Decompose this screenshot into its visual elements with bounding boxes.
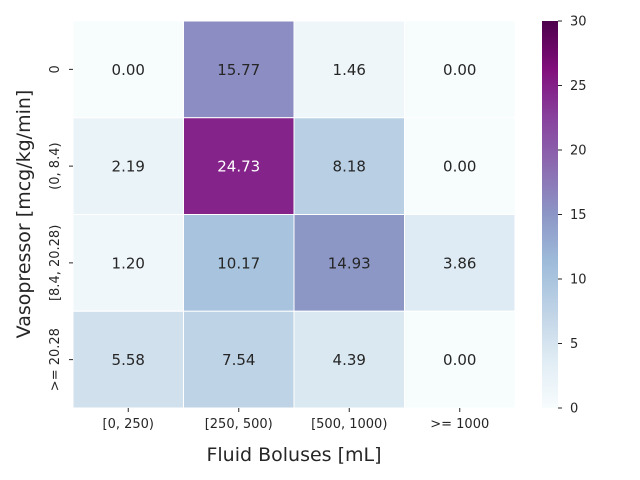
y-tick-label: 0 bbox=[48, 65, 63, 73]
colorbar-tick-label: 0 bbox=[570, 402, 578, 417]
colorbar-tick-label: 25 bbox=[570, 79, 587, 94]
heatmap-cell bbox=[183, 310, 295, 409]
heatmap-cell-value: 15.77 bbox=[217, 61, 260, 79]
heatmap-cell bbox=[72, 117, 184, 215]
heatmap-cell-value: 3.86 bbox=[443, 254, 476, 272]
x-tick-label: [250, 500) bbox=[205, 417, 273, 432]
heatmap-cell-value: 5.58 bbox=[112, 351, 145, 369]
y-tick-label: [8.4, 20.28) bbox=[48, 225, 63, 301]
x-tick-label: >= 1000 bbox=[430, 417, 489, 432]
x-axis-ticks: [0, 250) [250, 500) [500, 1000) >= 1000 bbox=[103, 408, 489, 432]
colorbar-tick-label: 10 bbox=[570, 273, 587, 288]
heatmap-cell-value: 8.18 bbox=[333, 158, 366, 176]
heatmap-cell-value: 2.19 bbox=[112, 158, 145, 176]
heatmap-cell bbox=[404, 117, 516, 215]
heatmap-cell-value: 4.39 bbox=[333, 351, 366, 369]
heatmap-cell bbox=[183, 214, 295, 312]
colorbar bbox=[542, 21, 558, 408]
heatmap-cell-value: 24.73 bbox=[217, 158, 260, 176]
x-axis-label: Fluid Boluses [mL] bbox=[206, 444, 381, 466]
heatmap-cell-value: 0.00 bbox=[112, 61, 145, 79]
colorbar-tick-label: 5 bbox=[570, 337, 578, 352]
colorbar-ticks: 0 5 10 15 20 25 30 bbox=[558, 15, 587, 417]
heatmap-cell bbox=[72, 310, 184, 409]
x-tick-label: [500, 1000) bbox=[311, 417, 387, 432]
heatmap-cell bbox=[404, 20, 516, 119]
heatmap-cell-labels: 0.00 15.77 1.46 0.00 2.19 24.73 8.18 0.00 1.20 10… bbox=[112, 61, 477, 369]
y-tick-label: (0, 8.4) bbox=[48, 142, 63, 189]
y-axis-ticks: 0 (0, 8.4) [8.4, 20.28) >= 20.28 bbox=[48, 65, 73, 391]
x-tick-label: [0, 250) bbox=[103, 417, 155, 432]
colorbar-tick-label: 15 bbox=[570, 208, 587, 223]
colorbar-tick-label: 30 bbox=[570, 15, 587, 30]
heatmap-cell bbox=[293, 20, 405, 119]
heatmap-cell-value: 7.54 bbox=[222, 351, 255, 369]
heatmap-cell bbox=[404, 310, 516, 409]
heatmap-cell-value: 10.17 bbox=[217, 254, 260, 272]
heatmap-cell bbox=[183, 117, 295, 215]
heatmap-cell-value: 1.20 bbox=[112, 254, 145, 272]
heatmap-cell-value: 0.00 bbox=[443, 158, 476, 176]
heatmap-cell bbox=[404, 214, 516, 312]
heatmap-cell-value: 1.46 bbox=[333, 61, 366, 79]
colorbar-tick-label: 20 bbox=[570, 144, 587, 159]
heatmap-cell-value: 14.93 bbox=[328, 254, 371, 272]
y-axis-label: Vasopressor [mcg/kg/min] bbox=[13, 90, 35, 339]
heatmap-cell bbox=[293, 310, 405, 409]
heatmap-cell bbox=[183, 20, 295, 119]
heatmap-cell-value: 0.00 bbox=[443, 351, 476, 369]
heatmap-cells bbox=[72, 20, 516, 409]
heatmap-cell bbox=[72, 20, 184, 119]
y-tick-label: >= 20.28 bbox=[48, 328, 63, 391]
heatmap-cell-value: 0.00 bbox=[443, 61, 476, 79]
